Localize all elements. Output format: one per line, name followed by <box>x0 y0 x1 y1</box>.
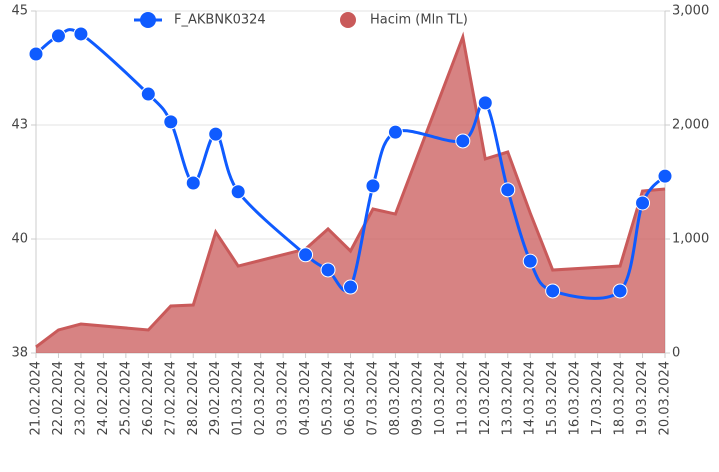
x-tick-label: 09.03.2024 <box>410 361 425 435</box>
x-tick-label: 27.02.2024 <box>163 361 178 435</box>
legend-label: Hacim (Mln TL) <box>370 13 468 28</box>
x-tick-label: 01.03.2024 <box>231 361 246 435</box>
marker <box>612 283 628 299</box>
marker <box>73 26 89 42</box>
legend-label: F_AKBNK0324 <box>174 13 266 28</box>
x-tick-label: 15.03.2024 <box>545 361 560 435</box>
y-tick-label: 38 <box>11 346 28 361</box>
y-tick-label: 45 <box>11 4 28 19</box>
x-tick-label: 21.02.2024 <box>29 361 44 435</box>
x-tick-label: 07.03.2024 <box>365 361 380 435</box>
x-tick-label: 17.03.2024 <box>590 361 605 435</box>
marker <box>657 168 673 184</box>
marker <box>50 28 66 44</box>
y-tick-label: 40 <box>11 232 28 247</box>
x-tick-label: 08.03.2024 <box>388 361 403 435</box>
x-tick-label: 12.03.2024 <box>478 361 493 435</box>
x-tick-label: 16.03.2024 <box>568 361 583 435</box>
y2-tick-label: 2,000 <box>672 118 709 133</box>
marker <box>522 253 538 269</box>
x-tick-label: 28.02.2024 <box>186 361 201 435</box>
x-tick-label: 29.02.2024 <box>208 361 223 435</box>
marker <box>320 262 336 278</box>
x-tick-label: 04.03.2024 <box>298 361 313 435</box>
marker <box>365 178 381 194</box>
y2-tick-label: 1,000 <box>672 232 709 247</box>
legend-marker <box>340 12 356 28</box>
x-tick-label: 10.03.2024 <box>433 361 448 435</box>
x-tick-label: 24.02.2024 <box>96 361 111 435</box>
x-tick-label: 13.03.2024 <box>500 361 515 435</box>
area <box>36 36 665 353</box>
x-tick-label: 25.02.2024 <box>118 361 133 435</box>
area-line <box>35 31 666 349</box>
x-tick-label: 23.02.2024 <box>73 361 88 435</box>
x-tick-label: 03.03.2024 <box>276 361 291 435</box>
marker <box>230 184 246 200</box>
marker <box>343 279 358 295</box>
x-tick-label: 11.03.2024 <box>455 361 470 435</box>
marker <box>28 46 44 62</box>
marker <box>387 124 403 140</box>
marker <box>635 195 651 211</box>
marker <box>185 175 201 191</box>
marker <box>298 247 314 263</box>
marker <box>545 283 561 299</box>
x-tick-label: 14.03.2024 <box>523 361 538 435</box>
marker <box>455 133 471 149</box>
x-tick-label: 05.03.2024 <box>321 361 336 435</box>
x-tick-label: 02.03.2024 <box>253 361 268 435</box>
x-tick-label: 18.03.2024 <box>613 361 628 435</box>
x-tick-label: 20.03.2024 <box>658 361 673 435</box>
x-tick-label: 19.03.2024 <box>635 361 650 435</box>
y2-tick-label: 0 <box>672 346 680 361</box>
x-tick-label: 22.02.2024 <box>51 361 66 435</box>
legend-marker <box>140 12 156 28</box>
x-tick-label: 06.03.2024 <box>343 361 358 435</box>
x-tick-label: 26.02.2024 <box>141 361 156 435</box>
marker <box>500 182 516 198</box>
marker <box>477 95 493 111</box>
marker <box>140 86 156 102</box>
marker <box>163 114 179 130</box>
marker <box>208 126 224 142</box>
y-tick-label: 43 <box>11 117 28 132</box>
y2-tick-label: 3,000 <box>672 4 709 19</box>
